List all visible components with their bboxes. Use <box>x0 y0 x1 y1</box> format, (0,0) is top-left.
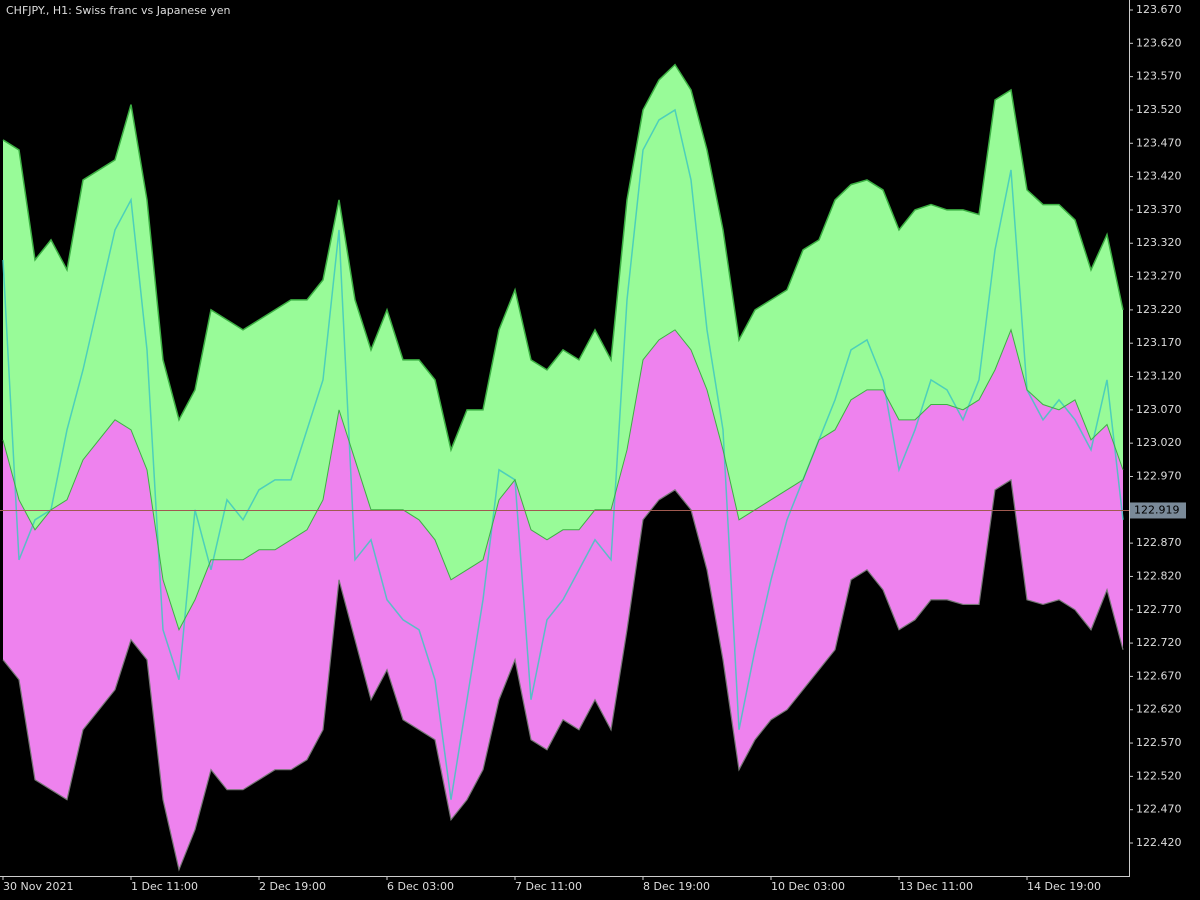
x-tick-label: 8 Dec 19:00 <box>643 880 710 893</box>
y-tick-label: 122.870 <box>1136 536 1182 549</box>
y-tick-label: 123.370 <box>1136 203 1182 216</box>
y-tick-label: 123.220 <box>1136 303 1182 316</box>
y-tick-label: 123.270 <box>1136 270 1182 283</box>
y-tick-label: 123.620 <box>1136 36 1182 49</box>
x-tick-label: 14 Dec 19:00 <box>1027 880 1101 893</box>
y-tick-label: 123.120 <box>1136 370 1182 383</box>
y-tick-label: 123.020 <box>1136 436 1182 449</box>
x-tick-label: 1 Dec 11:00 <box>131 880 198 893</box>
x-tick-label: 7 Dec 11:00 <box>515 880 582 893</box>
y-tick-label: 123.570 <box>1136 70 1182 83</box>
y-tick-label: 122.620 <box>1136 703 1182 716</box>
y-tick-label: 123.470 <box>1136 136 1182 149</box>
y-tick-label: 122.970 <box>1136 469 1182 482</box>
last-price-box <box>1130 502 1186 519</box>
y-tick-label: 122.670 <box>1136 669 1182 682</box>
y-tick-label: 123.070 <box>1136 403 1182 416</box>
x-tick-label: 30 Nov 2021 <box>3 880 73 893</box>
x-tick-label: 10 Dec 03:00 <box>771 880 845 893</box>
x-tick-label: 2 Dec 19:00 <box>259 880 326 893</box>
y-tick-label: 122.820 <box>1136 569 1182 582</box>
y-tick-label: 122.470 <box>1136 803 1182 816</box>
y-tick-label: 122.420 <box>1136 836 1182 849</box>
x-tick-label: 6 Dec 03:00 <box>387 880 454 893</box>
y-tick-label: 123.520 <box>1136 103 1182 116</box>
upper-band <box>3 64 1123 630</box>
y-tick-label: 123.170 <box>1136 336 1182 349</box>
y-tick-label: 122.720 <box>1136 636 1182 649</box>
price-line <box>2 108 1124 800</box>
y-tick-label: 122.520 <box>1136 769 1182 782</box>
middle-border <box>2 328 1124 632</box>
lower-border <box>2 478 1124 872</box>
last-price-label: 122.919 <box>1134 503 1180 516</box>
chart-title: CHFJPY., H1: Swiss franc vs Japanese yen <box>6 4 230 17</box>
plot-area <box>2 63 1124 872</box>
y-tick-label: 123.420 <box>1136 170 1182 183</box>
y-tick-label: 123.320 <box>1136 236 1182 249</box>
y-tick-label: 122.570 <box>1136 736 1182 749</box>
upper-border <box>2 63 1124 453</box>
y-tick-label: 122.770 <box>1136 603 1182 616</box>
x-tick-label: 13 Dec 11:00 <box>899 880 973 893</box>
y-tick-label: 123.670 <box>1136 3 1182 16</box>
